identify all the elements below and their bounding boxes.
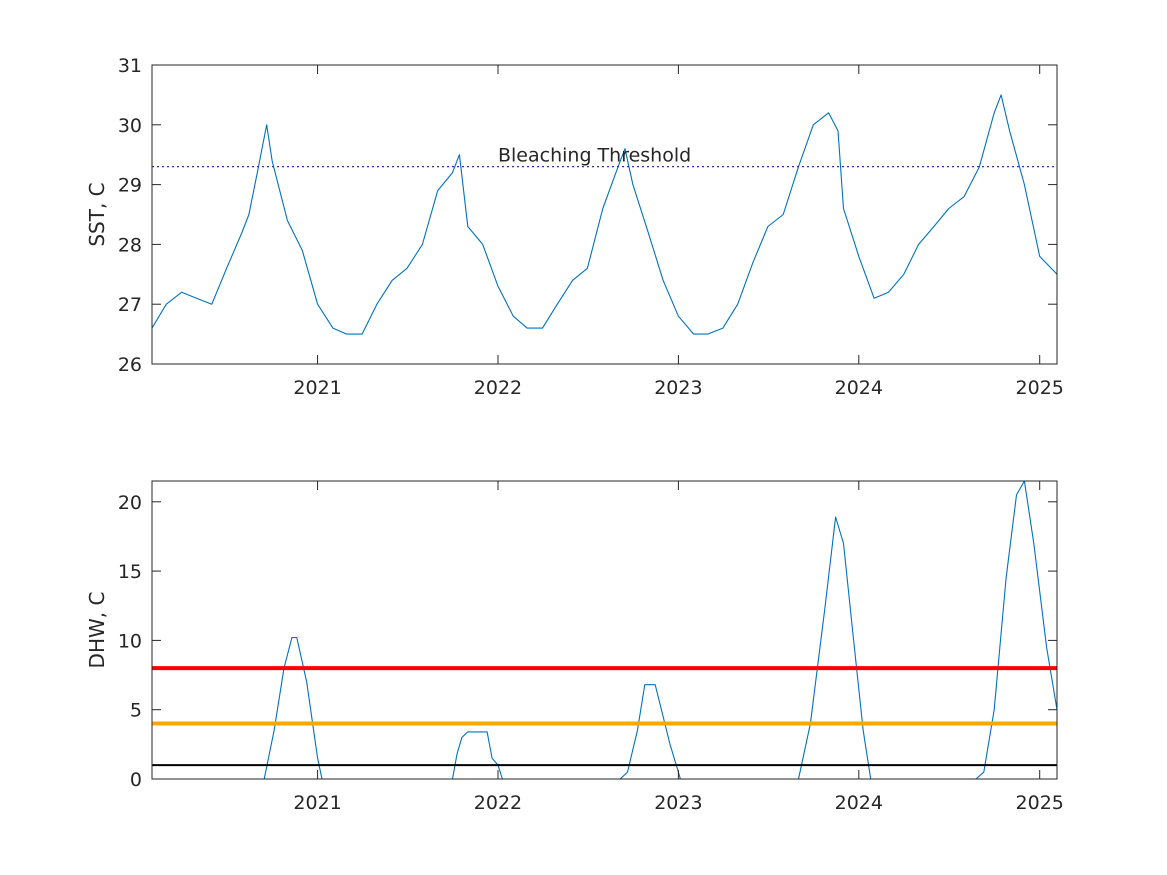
sst-y-tick-label: 30: [118, 115, 142, 137]
sst-x-tick-label: 2023: [654, 377, 702, 399]
dhw-series-line: [152, 481, 1057, 779]
dhw-y-tick-label: 15: [118, 561, 142, 583]
dhw-y-axis-label: DHW, C: [85, 592, 109, 669]
dhw-y-tick-label: 0: [130, 769, 142, 791]
dhw-axes-box: [151, 480, 1058, 780]
sst-plot-area: Bleaching Threshold: [152, 94, 1057, 335]
sst-y-tick-label: 26: [118, 354, 142, 376]
sst-y-axis-label: SST, C: [85, 182, 109, 246]
sst-x-tick-label: 2021: [293, 377, 341, 399]
dhw-axes: 2021 2022 2023 2024 2025 0 5 10 15 20: [118, 481, 1064, 814]
sst-x-tick-label: 2022: [474, 377, 522, 399]
sst-y-tick-label: 27: [118, 294, 142, 316]
dhw-plot-area: [152, 481, 1057, 779]
sst-chart: Bleaching Threshold 2021 2022 2023 2024 2025…: [85, 55, 1064, 399]
dhw-x-tick-label: 2021: [293, 792, 341, 814]
dhw-x-tick-label: 2023: [654, 792, 702, 814]
sst-x-tick-label: 2025: [1016, 377, 1064, 399]
bleaching-threshold-label: Bleaching Threshold: [498, 145, 691, 167]
sst-x-tick-label: 2024: [835, 377, 883, 399]
sst-y-tick-label: 29: [118, 175, 142, 197]
dhw-x-tick-label: 2024: [835, 792, 883, 814]
dhw-y-tick-label: 10: [118, 630, 142, 652]
sst-y-tick-label: 31: [118, 55, 142, 77]
dhw-y-tick-label: 5: [130, 700, 142, 722]
dhw-y-tick-label: 20: [118, 492, 142, 514]
dhw-chart: 2021 2022 2023 2024 2025 0 5 10 15 20 DHW, C: [85, 480, 1064, 814]
sst-series-line: [152, 94, 1057, 335]
sst-axes-box: [151, 64, 1058, 365]
dhw-x-tick-label: 2025: [1016, 792, 1064, 814]
dhw-x-tick-label: 2022: [474, 792, 522, 814]
sst-y-tick-label: 28: [118, 234, 142, 256]
sst-axes: 2021 2022 2023 2024 2025 26 27 28 29 30 31: [118, 55, 1064, 399]
